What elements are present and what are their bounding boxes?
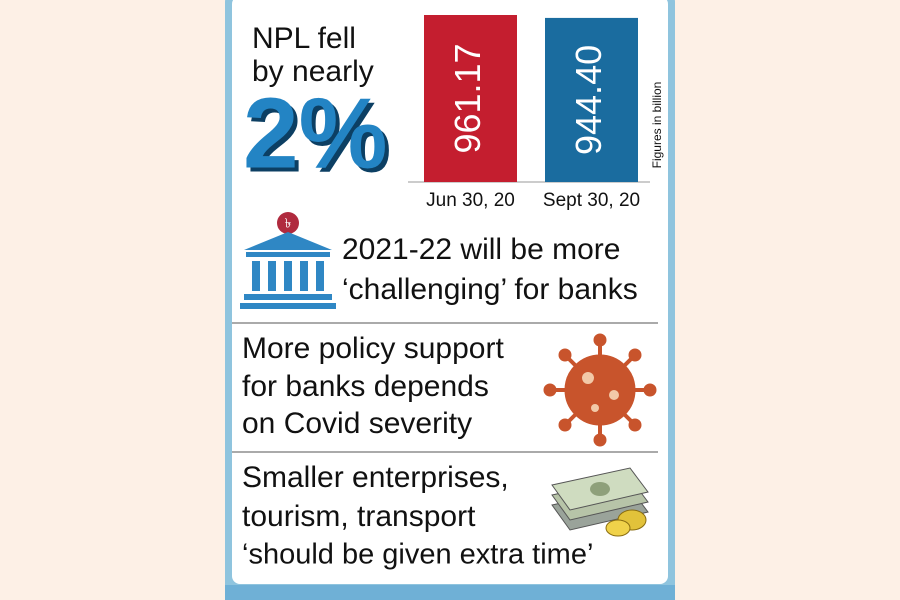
bar [545,17,638,183]
virus-icon [543,333,657,447]
point-line: 2021-22 will be more [342,233,620,266]
svg-text:৳: ৳ [285,215,291,230]
money-icon [551,467,649,537]
headline-line: by nearly [252,55,374,88]
bar [424,15,517,182]
point-line: Smaller enterprises, [242,461,509,494]
footer-bar [225,585,675,600]
bar-value-label: 944.40 [568,45,609,155]
headline-big: 2% [243,77,388,189]
bank-icon: ৳ [240,212,336,309]
bar-value-label: 961.17 [447,43,488,153]
point-line: tourism, transport [242,500,476,533]
category-label: Jun 30, 20 [426,190,515,211]
point-line: for banks depends [242,370,489,403]
point-line: on Covid severity [242,407,472,440]
headline-line: NPL fell [252,22,356,55]
point-line: ‘challenging’ for banks [342,273,638,306]
point-line: More policy support [242,332,504,365]
chart-annotation: Figures in billion [650,82,664,169]
category-label: Sept 30, 20 [543,190,640,211]
headline-shadow: 2% [247,81,392,193]
point-line: ‘should be given extra time’ [242,539,593,571]
